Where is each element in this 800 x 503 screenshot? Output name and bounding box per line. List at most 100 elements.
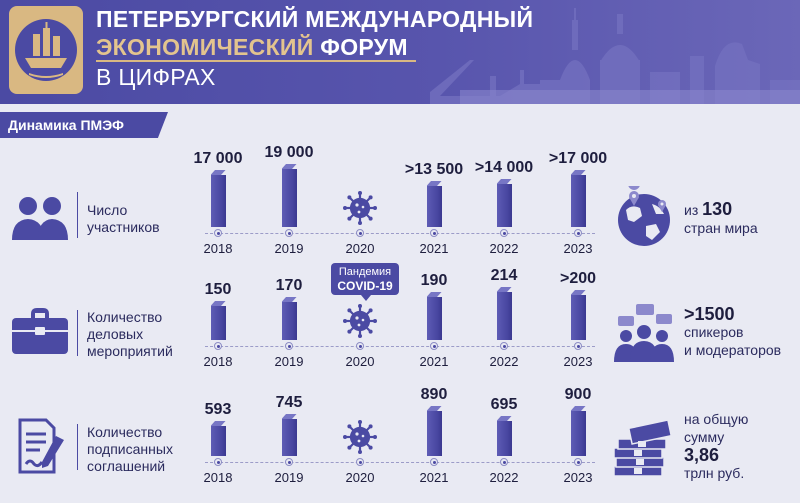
- chart-bar: [210, 306, 226, 340]
- year-marker: [574, 229, 582, 237]
- year-marker: [285, 458, 293, 466]
- stat-amount: на общую сумму 3,86 трлн руб.: [684, 410, 748, 482]
- data-label: >200: [559, 270, 597, 287]
- year-marker: [214, 458, 222, 466]
- row-label-line: Число: [87, 202, 128, 218]
- year-marker: [214, 342, 222, 350]
- data-label: 745: [275, 394, 303, 411]
- data-label: 593: [204, 401, 232, 418]
- data-label: >13 500: [404, 161, 464, 178]
- stat-speakers-line3: и модераторов: [684, 342, 782, 358]
- year-label: 2020: [345, 241, 375, 256]
- year-label: 2023: [563, 241, 593, 256]
- briefcase-icon: [12, 308, 68, 354]
- data-label: 19 000: [264, 144, 314, 161]
- row-label-line: участников: [87, 219, 160, 235]
- row-label-agreements: Количество подписанных соглашений: [87, 424, 173, 475]
- chart-bar: [496, 184, 512, 227]
- year-marker: [430, 229, 438, 237]
- title-word-forum: ФОРУМ: [313, 34, 408, 60]
- year-label: 2019: [274, 241, 304, 256]
- stat-amount-line2: сумму: [684, 429, 725, 445]
- year-marker: [356, 458, 364, 466]
- chart-bar: [570, 411, 586, 456]
- stat-countries-value: 130: [702, 199, 733, 219]
- virus-icon: [343, 420, 377, 459]
- year-marker: [356, 342, 364, 350]
- virus-icon: [343, 304, 377, 343]
- data-label: 170: [275, 277, 303, 294]
- chart-axis: [205, 462, 595, 463]
- title-line-2: ЭКОНОМИЧЕСКИЙ ФОРУМ: [96, 34, 408, 61]
- year-label: 2019: [274, 354, 304, 369]
- stat-countries-prefix: из: [684, 202, 703, 218]
- pandemic-line-2: COVID-19: [337, 279, 393, 293]
- title-line-3: В ЦИФРАХ: [96, 64, 216, 90]
- row-separator: [77, 192, 78, 238]
- stat-countries-line1: из 130: [684, 200, 758, 219]
- row-label-events: Количество деловых мероприятий: [87, 309, 173, 360]
- year-marker: [574, 342, 582, 350]
- chart-axis: [205, 233, 595, 234]
- year-label: 2021: [419, 241, 449, 256]
- stat-amount-line1: на общую: [684, 411, 749, 427]
- year-marker: [285, 229, 293, 237]
- chart-axis: [205, 346, 595, 347]
- row-label-participants: Число участников: [87, 202, 160, 236]
- row-label-line: подписанных: [87, 441, 173, 457]
- row-separator: [77, 310, 78, 356]
- stat-amount-line4: трлн руб.: [684, 465, 745, 481]
- year-marker: [430, 342, 438, 350]
- data-label: 150: [204, 281, 232, 298]
- chart-bar: [281, 419, 297, 456]
- row-label-line: Количество: [87, 424, 163, 440]
- title-word-economic: ЭКОНОМИЧЕСКИЙ: [96, 34, 314, 60]
- pandemic-badge: Пандемия COVID-19: [331, 263, 399, 301]
- stat-amount-value: 3,86: [684, 445, 720, 465]
- year-label: 2022: [489, 470, 519, 485]
- year-label: 2018: [203, 241, 233, 256]
- data-label: >14 000: [474, 159, 534, 176]
- globe-icon: [618, 186, 670, 246]
- data-label: 900: [564, 386, 592, 403]
- year-marker: [430, 458, 438, 466]
- row-label-line: деловых: [87, 326, 144, 342]
- chart-bar: [426, 186, 442, 227]
- speakers-icon: [614, 304, 674, 362]
- year-label: 2023: [563, 354, 593, 369]
- year-marker: [356, 229, 364, 237]
- money-icon: [613, 419, 673, 477]
- chart-bar: [210, 175, 226, 227]
- stat-countries: из 130 стран мира: [684, 200, 758, 237]
- row-separator: [77, 424, 78, 470]
- header-banner: ПЕТЕРБУРГСКИЙ МЕЖДУНАРОДНЫЙ ЭКОНОМИЧЕСКИ…: [0, 0, 800, 104]
- year-marker: [574, 458, 582, 466]
- year-label: 2021: [419, 470, 449, 485]
- year-marker: [500, 229, 508, 237]
- chart-bar: [281, 169, 297, 227]
- stat-speakers-value: >1500: [684, 304, 735, 324]
- chart-bar: [570, 175, 586, 227]
- people-icon: [12, 197, 68, 240]
- year-label: 2018: [203, 470, 233, 485]
- chart-bar: [281, 302, 297, 340]
- year-marker: [500, 458, 508, 466]
- stat-countries-line2: стран мира: [684, 220, 758, 236]
- chart-bar: [210, 426, 226, 456]
- row-label-line: соглашений: [87, 458, 166, 474]
- document-pen-icon: [18, 418, 64, 474]
- year-label: 2019: [274, 470, 304, 485]
- chart-bar: [426, 411, 442, 456]
- title-line-1: ПЕТЕРБУРГСКИЙ МЕЖДУНАРОДНЫЙ: [96, 6, 534, 32]
- data-label: 695: [490, 396, 518, 413]
- data-label: 890: [420, 386, 448, 403]
- chart-bar: [426, 297, 442, 340]
- data-label: 17 000: [193, 150, 243, 167]
- city-skyline-illustration: [430, 8, 800, 104]
- year-label: 2023: [563, 470, 593, 485]
- title-divider: [96, 60, 416, 62]
- year-label: 2022: [489, 241, 519, 256]
- year-marker: [214, 229, 222, 237]
- data-label: 190: [420, 272, 448, 289]
- year-label: 2020: [345, 470, 375, 485]
